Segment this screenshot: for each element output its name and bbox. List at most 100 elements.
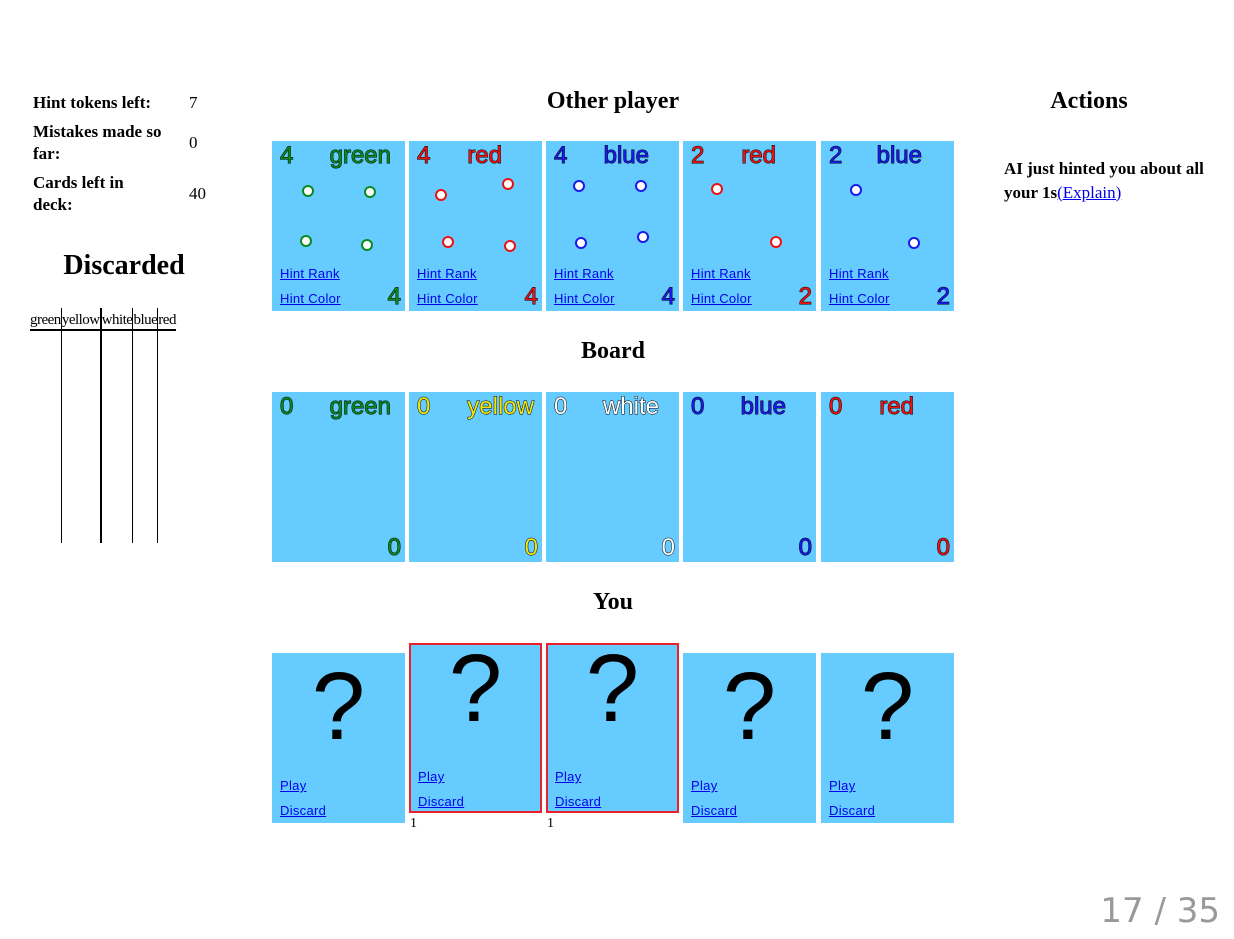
hint-rank-button[interactable]: Hint Rank [829, 266, 889, 281]
pip-icon [435, 189, 447, 201]
discard-table: green yellow white blue red [30, 308, 176, 543]
unknown-card-glyph: ? [311, 653, 366, 760]
pip-icon [504, 240, 516, 252]
hint-rank-button[interactable]: Hint Rank [691, 266, 751, 281]
hint-color-button[interactable]: Hint Color [280, 291, 341, 306]
unknown-card-glyph: ? [448, 635, 503, 742]
pip-icon [637, 231, 649, 243]
cards-left-label: Cards left in deck: [33, 173, 124, 214]
unknown-card-glyph: ? [585, 635, 640, 742]
pile-rank: 0 [828, 393, 843, 421]
pip-icon [361, 239, 373, 251]
pile-rank-corner: 0 [798, 534, 812, 562]
discard-col-yellow: yellow [60, 308, 101, 331]
board-pile-yellow: 0 yellow 0 [409, 392, 542, 562]
discard-col-green: green [30, 308, 61, 331]
discard-button[interactable]: Discard [280, 803, 327, 818]
other-player-title: Other player [546, 88, 680, 114]
pile-color: green [329, 393, 391, 421]
my-card-2: ? Play Discard [409, 635, 542, 813]
pip-icon [502, 178, 514, 190]
discard-col-white: white [99, 308, 133, 331]
pip-icon [770, 236, 782, 248]
play-button[interactable]: Play [829, 778, 856, 793]
explain-link[interactable]: (Explain) [1057, 182, 1122, 202]
other-card-2: 4 red Hint Rank Hint Color 4 [409, 141, 542, 311]
action-message-text: AI just hinted you about all your 1s [1004, 159, 1204, 202]
hint-color-button[interactable]: Hint Color [554, 291, 615, 306]
pile-color: white [602, 393, 659, 421]
pile-rank: 0 [690, 393, 705, 421]
card-color: green [329, 142, 391, 170]
board-pile-red: 0 red 0 [821, 392, 954, 562]
my-card-3: ? Play Discard [546, 635, 679, 813]
you-title: You [592, 589, 634, 615]
discard-button[interactable]: Discard [829, 803, 876, 818]
play-button[interactable]: Play [280, 778, 307, 793]
card-rank: 2 [828, 142, 843, 170]
card-rank-corner: 4 [387, 283, 401, 311]
hint-tokens-label: Hint tokens left: [33, 93, 152, 112]
pip-icon [850, 184, 862, 196]
hint-color-button[interactable]: Hint Color [417, 291, 478, 306]
pile-rank-corner: 0 [524, 534, 538, 562]
hint-rank-button[interactable]: Hint Rank [280, 266, 340, 281]
unknown-card-glyph: ? [860, 653, 915, 760]
board-pile-white: 0 white 0 [546, 392, 679, 562]
pip-icon [300, 235, 312, 247]
board-pile-blue: 0 blue 0 [683, 392, 816, 562]
discard-button[interactable]: Discard [555, 794, 602, 809]
pile-rank-corner: 0 [387, 534, 401, 562]
hint-color-button[interactable]: Hint Color [829, 291, 890, 306]
discarded-title: Discarded [63, 250, 185, 281]
hint-marker: 1 [410, 816, 417, 831]
discard-col-red: red [157, 308, 176, 331]
discard-button[interactable]: Discard [418, 794, 465, 809]
other-card-1: 4 green Hint Rank Hint Color 4 [272, 141, 405, 311]
mistakes-value: 0 [189, 133, 198, 152]
card-rank-corner: 2 [936, 283, 950, 311]
action-message: AI just hinted you about all your 1s(Exp… [1004, 157, 1204, 204]
hint-tokens-value: 7 [189, 93, 198, 112]
board-pile-green: 0 green 0 [272, 392, 405, 562]
play-button[interactable]: Play [691, 778, 718, 793]
pip-icon [711, 183, 723, 195]
my-card-5: ? Play Discard [821, 653, 954, 823]
discard-button[interactable]: Discard [691, 803, 738, 818]
discard-cell-red [157, 330, 176, 543]
pip-icon [908, 237, 920, 249]
other-card-4: 2 red Hint Rank Hint Color 2 [683, 141, 816, 311]
pile-rank: 0 [553, 393, 568, 421]
card-rank-corner: 2 [798, 283, 812, 311]
hint-rank-button[interactable]: Hint Rank [554, 266, 614, 281]
pile-rank: 0 [279, 393, 294, 421]
slide-counter: 17 / 35 [1100, 891, 1220, 931]
discard-cell-blue [132, 330, 158, 543]
hint-color-button[interactable]: Hint Color [691, 291, 752, 306]
pip-icon [442, 236, 454, 248]
pip-icon [573, 180, 585, 192]
pip-icon [302, 185, 314, 197]
discard-cell-green [30, 330, 61, 543]
my-card-1: ? Play Discard [272, 653, 405, 823]
play-button[interactable]: Play [555, 769, 582, 784]
pip-icon [364, 186, 376, 198]
card-rank: 4 [553, 142, 568, 170]
pile-rank-corner: 0 [936, 534, 950, 562]
my-card-4: ? Play Discard [683, 653, 816, 823]
other-card-3: 4 blue Hint Rank Hint Color 4 [546, 141, 679, 311]
board-title: Board [580, 338, 645, 364]
pile-color: red [879, 393, 915, 421]
card-color: red [741, 142, 777, 170]
pile-rank: 0 [416, 393, 431, 421]
hint-rank-button[interactable]: Hint Rank [417, 266, 477, 281]
pile-color: yellow [467, 393, 535, 421]
card-rank: 2 [690, 142, 705, 170]
card-color: blue [876, 142, 922, 170]
play-button[interactable]: Play [418, 769, 445, 784]
cards-left-value: 40 [189, 184, 206, 203]
unknown-card-glyph: ? [722, 653, 777, 760]
discard-cell-white [99, 330, 133, 543]
card-rank: 4 [416, 142, 431, 170]
card-rank-corner: 4 [661, 283, 675, 311]
